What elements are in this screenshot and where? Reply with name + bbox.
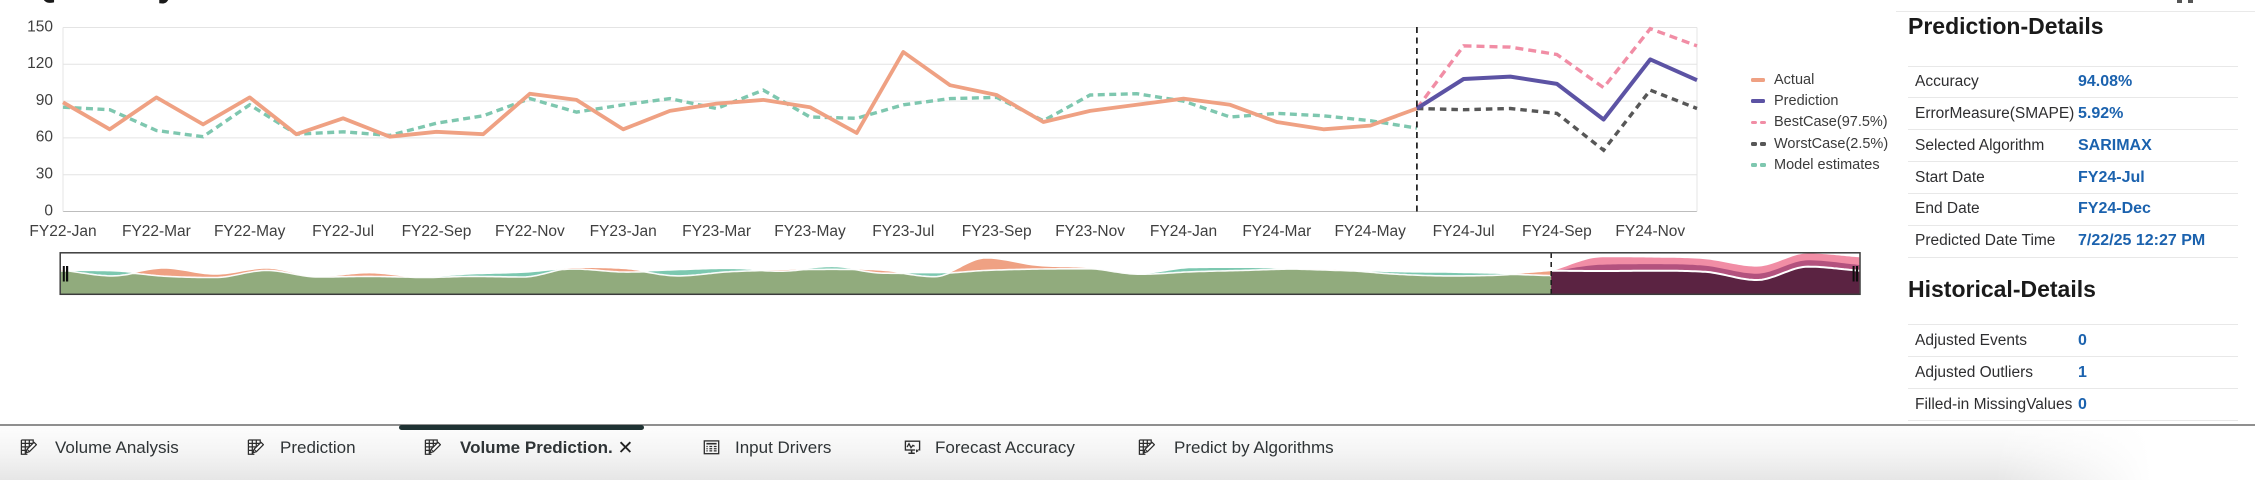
svg-text:FY22-May: FY22-May bbox=[214, 223, 286, 240]
svg-text:FY23-Jan: FY23-Jan bbox=[590, 223, 657, 240]
svg-text:FY23-Nov: FY23-Nov bbox=[1055, 223, 1125, 240]
svg-text:120: 120 bbox=[27, 55, 53, 72]
svg-text:FY24-Nov: FY24-Nov bbox=[1615, 223, 1685, 240]
svg-text:30: 30 bbox=[36, 166, 54, 183]
svg-text:FY22-Jul: FY22-Jul bbox=[312, 223, 374, 240]
svg-text:FY22-Mar: FY22-Mar bbox=[122, 223, 191, 240]
svg-text:150: 150 bbox=[27, 18, 53, 35]
svg-text:90: 90 bbox=[36, 92, 54, 109]
svg-text:FY24-Jul: FY24-Jul bbox=[1433, 223, 1495, 240]
svg-text:FY22-Jan: FY22-Jan bbox=[29, 223, 96, 240]
svg-text:FY24-May: FY24-May bbox=[1334, 223, 1406, 240]
svg-text:FY24-Sep: FY24-Sep bbox=[1522, 223, 1592, 240]
svg-text:FY24-Mar: FY24-Mar bbox=[1242, 223, 1311, 240]
svg-text:FY23-Sep: FY23-Sep bbox=[962, 223, 1032, 240]
svg-text:FY22-Nov: FY22-Nov bbox=[495, 223, 565, 240]
svg-text:FY22-Sep: FY22-Sep bbox=[402, 223, 472, 240]
svg-text:FY23-Jul: FY23-Jul bbox=[872, 223, 934, 240]
svg-text:FY23-Mar: FY23-Mar bbox=[682, 223, 751, 240]
svg-text:FY24-Jan: FY24-Jan bbox=[1150, 223, 1217, 240]
svg-text:60: 60 bbox=[36, 129, 54, 146]
svg-text:FY23-May: FY23-May bbox=[774, 223, 846, 240]
svg-text:0: 0 bbox=[44, 202, 53, 219]
